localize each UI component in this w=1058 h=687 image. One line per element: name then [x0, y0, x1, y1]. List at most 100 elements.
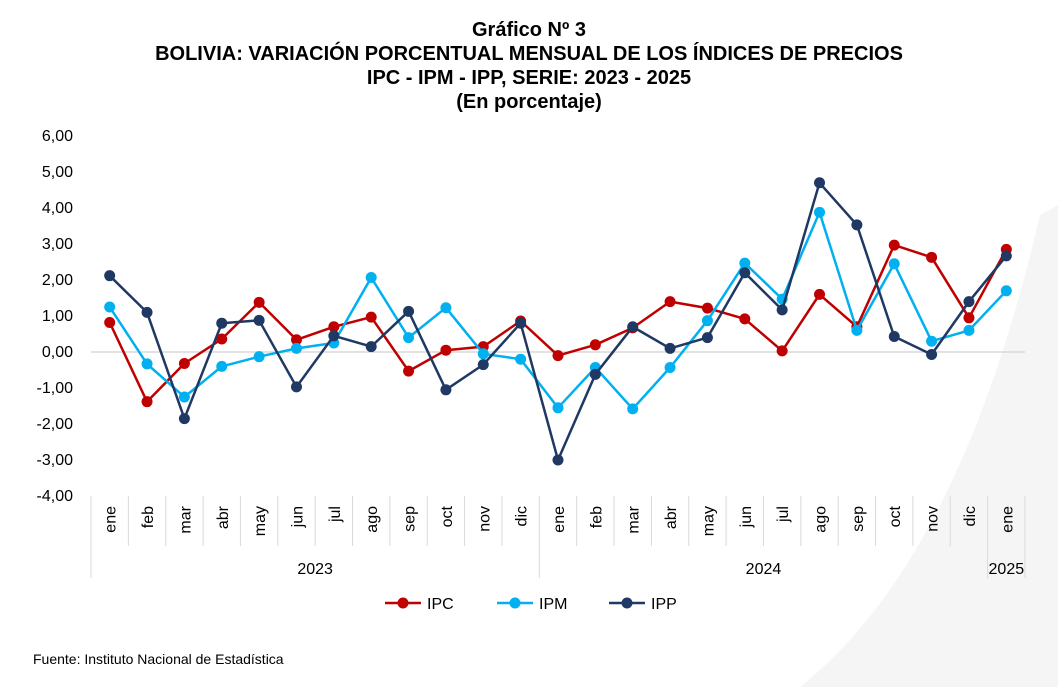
legend-label: IPC	[427, 596, 454, 613]
data-point-ipm	[814, 206, 826, 218]
y-tick-label: 1,00	[42, 308, 73, 325]
data-point-ipp	[477, 359, 489, 371]
data-point-ipm	[178, 391, 190, 403]
data-point-ipp	[926, 349, 938, 361]
legend-item-ipm: IPM	[497, 596, 567, 613]
x-tick-label: jul	[775, 506, 792, 523]
data-point-ipp	[104, 270, 116, 282]
y-tick-label: 0,00	[42, 344, 73, 361]
series-line-ipp	[108, 181, 1008, 462]
data-point-ipc	[701, 302, 713, 314]
legend-item-ipp: IPP	[609, 596, 677, 613]
data-point-ipc	[814, 288, 826, 300]
data-point-ipp	[328, 330, 340, 342]
y-tick-label: 4,00	[42, 200, 73, 217]
x-year-label: 2024	[746, 561, 782, 578]
x-tick-label: mar	[177, 505, 194, 533]
data-point-ipc	[664, 296, 676, 308]
legend-marker	[621, 597, 633, 609]
data-point-ipp	[814, 177, 826, 189]
data-point-ipm	[664, 361, 676, 373]
x-tick-label: abr	[215, 505, 232, 529]
data-point-ipm	[290, 342, 302, 354]
data-point-ipc	[589, 339, 601, 351]
data-point-ipm	[104, 301, 116, 313]
legend-marker	[397, 597, 409, 609]
data-point-ipc	[216, 333, 228, 345]
x-tick-label: ago	[813, 506, 830, 533]
data-point-ipp	[963, 296, 975, 308]
x-tick-label: ene	[551, 506, 568, 533]
data-point-ipp	[253, 314, 265, 326]
data-point-ipm	[365, 271, 377, 283]
data-point-ipm	[627, 403, 639, 415]
x-tick-label: feb	[140, 506, 157, 528]
data-point-ipm	[477, 348, 489, 360]
x-tick-label: dic	[514, 506, 531, 526]
data-point-ipc	[963, 312, 975, 324]
x-tick-label: may	[252, 506, 269, 536]
y-axis-labels: -4,00 -3,00 -2,00 -1,00 0,00 1,00 2,00 3,00 4,00…	[37, 128, 74, 505]
series-ipm	[104, 206, 1012, 415]
data-point-ipm	[141, 358, 153, 370]
x-tick-label: abr	[663, 505, 680, 529]
data-point-ipp	[216, 317, 228, 329]
data-point-ipc	[328, 321, 340, 333]
legend-marker	[509, 597, 521, 609]
data-point-ipc	[403, 365, 415, 377]
data-point-ipc	[926, 251, 938, 263]
data-point-ipp	[776, 304, 788, 316]
chart-title-block: Gráfico Nº 3 BOLIVIA: VARIACIÓN PORCENTU…	[0, 18, 1058, 114]
data-point-ipm	[552, 402, 564, 414]
data-point-ipm	[403, 332, 415, 344]
data-point-ipm	[963, 324, 975, 336]
series-ipc	[104, 239, 1012, 408]
data-point-ipm	[739, 257, 751, 269]
data-point-ipp	[664, 342, 676, 354]
x-tick-label: nov	[925, 506, 942, 532]
y-tick-label: -3,00	[37, 452, 74, 469]
data-point-ipc	[365, 311, 377, 323]
y-tick-label: 5,00	[42, 164, 73, 181]
data-point-ipc	[141, 396, 153, 408]
x-year-label: 2023	[297, 561, 333, 578]
data-point-ipp	[701, 332, 713, 344]
data-point-ipp	[290, 381, 302, 393]
legend-label: IPM	[539, 596, 567, 613]
series-layer	[104, 177, 1012, 466]
data-point-ipm	[888, 258, 900, 270]
data-point-ipm	[515, 353, 527, 365]
data-point-ipp	[1000, 250, 1012, 262]
x-tick-label: nov	[476, 506, 493, 532]
x-tick-label: jul	[327, 506, 344, 523]
x-year-label: 2025	[989, 561, 1025, 578]
data-point-ipp	[589, 368, 601, 380]
data-point-ipp	[365, 341, 377, 353]
chart-title-line-2: BOLIVIA: VARIACIÓN PORCENTUAL MENSUAL DE…	[155, 43, 903, 65]
data-point-ipp	[739, 267, 751, 279]
legend-label: IPP	[651, 596, 677, 613]
x-axis: ene feb mar abr may jun jul ago sep oct nov dic ene f…	[90, 496, 1026, 578]
chart-title-line-1: Gráfico Nº 3	[471, 19, 586, 41]
data-point-ipm	[926, 335, 938, 347]
x-tick-label: sep	[402, 506, 419, 532]
legend-item-ipc: IPC	[385, 596, 454, 613]
y-tick-label: 3,00	[42, 236, 73, 253]
data-point-ipm	[253, 351, 265, 363]
data-point-ipp	[440, 384, 452, 396]
data-point-ipp	[178, 413, 190, 425]
data-point-ipp	[888, 331, 900, 343]
x-tick-label: mar	[626, 505, 643, 533]
data-point-ipp	[627, 321, 639, 333]
data-point-ipc	[776, 345, 788, 357]
data-point-ipc	[178, 358, 190, 370]
x-tick-label: ene	[103, 506, 120, 533]
y-tick-label: -1,00	[37, 380, 74, 397]
data-point-ipp	[141, 306, 153, 318]
x-tick-label: jun	[738, 506, 755, 528]
data-point-ipm	[216, 360, 228, 372]
data-point-ipc	[888, 239, 900, 251]
data-point-ipc	[739, 313, 751, 325]
y-tick-label: 6,00	[42, 128, 73, 145]
